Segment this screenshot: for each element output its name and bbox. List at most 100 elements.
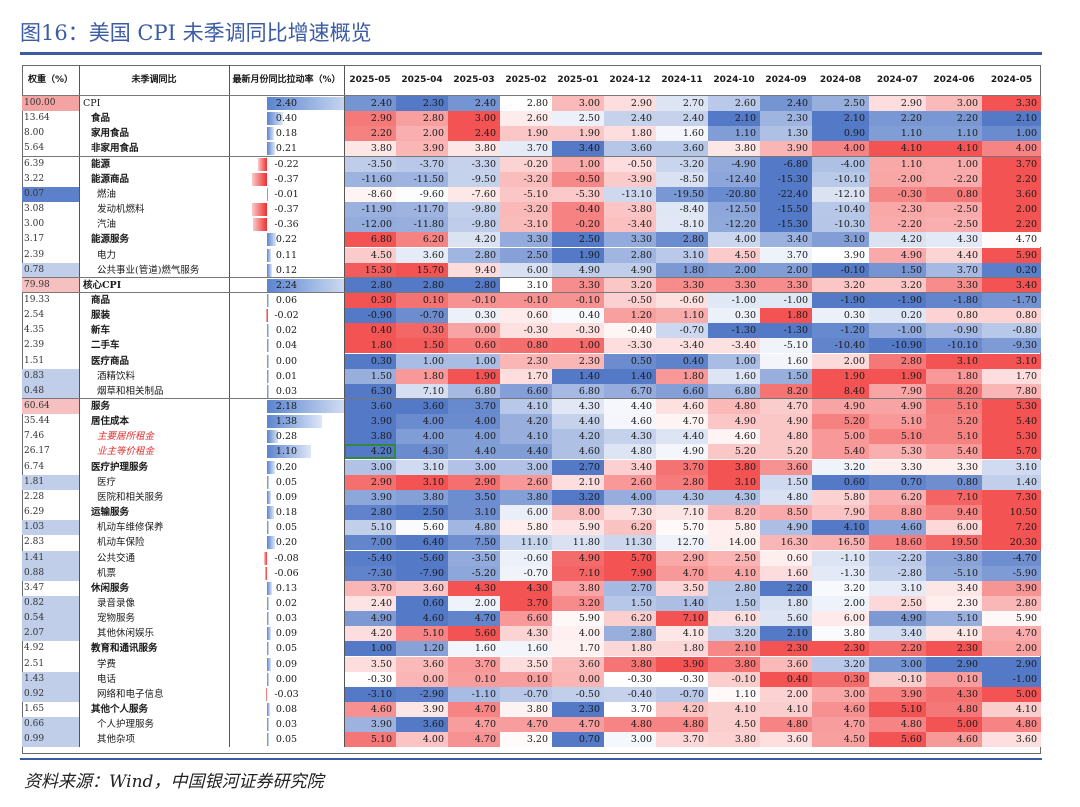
contribution-value: 2.18 [275,401,298,412]
contribution-value: 0.09 [275,491,298,503]
heat-cell: -2.20 [926,171,982,187]
heat-cell: 1.50 [396,338,448,354]
heat-cell: 2.10 [708,641,760,657]
heat-cell: 7.10 [552,565,604,581]
heat-cell: 6.60 [656,383,708,399]
heat-cell: -4.90 [708,156,760,172]
heat-cell: 3.20 [812,459,869,475]
contribution-value: -0.02 [274,310,299,322]
heat-cell: 3.00 [869,656,926,672]
heat-cell: 4.00 [396,414,448,430]
column-header: 2024-05 [990,75,1033,85]
heat-cell: -11.90 [344,202,396,218]
heat-cell: -1.10 [448,686,500,702]
category-name: 能源 [91,158,111,170]
heat-cell: 4.60 [926,732,982,748]
heat-cell: -2.90 [396,686,448,702]
heat-cell: 2.50 [708,550,760,566]
category-name: 医疗护理服务 [91,461,149,473]
heat-cell: -2.20 [869,217,926,233]
heat-cell: -9.80 [448,217,500,233]
contribution-bar [267,672,269,686]
heat-cell: 4.20 [500,414,552,430]
heat-cell: 9.40 [448,262,500,278]
weight-cell: 1.41 [22,550,79,566]
heat-cell: 2.30 [500,353,552,369]
weight-cell: 6.74 [24,461,45,472]
heat-cell: 4.10 [982,702,1041,717]
column-header: 2024-11 [661,75,703,85]
heat-cell: 5.60 [448,626,500,642]
heat-cell: 6.20 [396,232,448,248]
category-name: 其他个人服务 [91,704,149,715]
contribution-bar [252,172,267,186]
heat-cell: 2.80 [500,96,552,111]
heat-cell: 1.20 [396,641,448,657]
heat-cell: 4.10 [926,626,982,642]
category-name: 服务 [91,401,111,412]
heat-cell: 4.40 [448,444,500,460]
contribution-value: 0.12 [275,264,298,276]
heat-cell: 4.00 [552,626,604,642]
heat-cell: 4.00 [604,489,656,505]
heat-cell: -8.60 [344,186,396,202]
heat-cell: 7.10 [926,489,982,505]
heat-cell: 3.80 [708,732,760,748]
heat-cell: -10.10 [812,171,869,187]
heat-cell: 3.20 [812,580,869,596]
heat-cell: 4.10 [812,520,869,536]
heat-cell: -11.60 [344,171,396,187]
heat-cell: 3.90 [344,414,396,430]
heat-cell: 3.50 [500,656,552,672]
heat-cell: 4.60 [656,399,708,414]
heat-cell: 5.70 [656,520,708,536]
heat-cell: -3.40 [708,338,760,354]
heat-cell: 7.50 [448,535,500,551]
heat-cell: 5.10 [869,414,926,430]
contribution-bar [267,521,269,535]
heat-cell: -3.20 [656,156,708,172]
heat-cell: 2.00 [448,595,500,611]
contribution-value: 0.00 [275,673,298,685]
heat-cell: 4.60 [344,702,396,717]
contribution-value: 0.03 [275,613,298,625]
heat-cell: 8.50 [760,505,812,521]
heat-cell: 5.30 [869,444,926,460]
heat-cell: 0.40 [552,308,604,324]
row-divider [22,398,1040,399]
heat-cell: -13.10 [604,186,656,202]
heat-cell: -0.40 [604,323,656,339]
heat-cell: 1.10 [656,308,708,324]
heat-cell: 3.20 [604,277,656,293]
heat-cell: -5.60 [396,550,448,566]
weight-cell: 0.82 [22,595,79,611]
heat-cell: -0.60 [500,550,552,566]
contribution-bar [267,627,271,641]
heat-cell: 5.70 [982,444,1041,460]
contribution-value: 0.21 [275,143,298,155]
heat-cell: 1.10 [926,126,982,142]
heat-cell: 1.80 [760,595,812,611]
contribution-value: 0.05 [275,734,298,746]
weight-cell: 3.08 [24,204,45,215]
heat-cell: 16.30 [760,535,812,551]
heat-cell: -5.10 [760,338,812,354]
contribution-bar [267,596,269,610]
heat-cell: -12.40 [708,171,760,187]
category-name: 机动车保险 [97,537,145,549]
heat-cell: 2.60 [500,474,552,490]
heat-cell: 6.30 [344,383,396,399]
heat-cell: 3.10 [926,353,982,369]
heat-cell: -0.50 [552,171,604,187]
heat-cell: -2.20 [869,550,926,566]
heat-cell: 1.80 [396,368,448,384]
heat-cell: 0.60 [812,474,869,490]
heat-cell: 4.70 [760,399,812,414]
heat-cell: 3.60 [344,399,396,414]
heat-cell: 3.00 [344,459,396,475]
chart-title: 图16：美国 CPI 未季调同比增速概览 [20,21,372,45]
heat-cell: 3.80 [344,141,396,157]
heat-cell: -8.40 [656,202,708,218]
heat-cell: 2.70 [604,580,656,596]
heat-cell: 0.90 [812,126,869,142]
